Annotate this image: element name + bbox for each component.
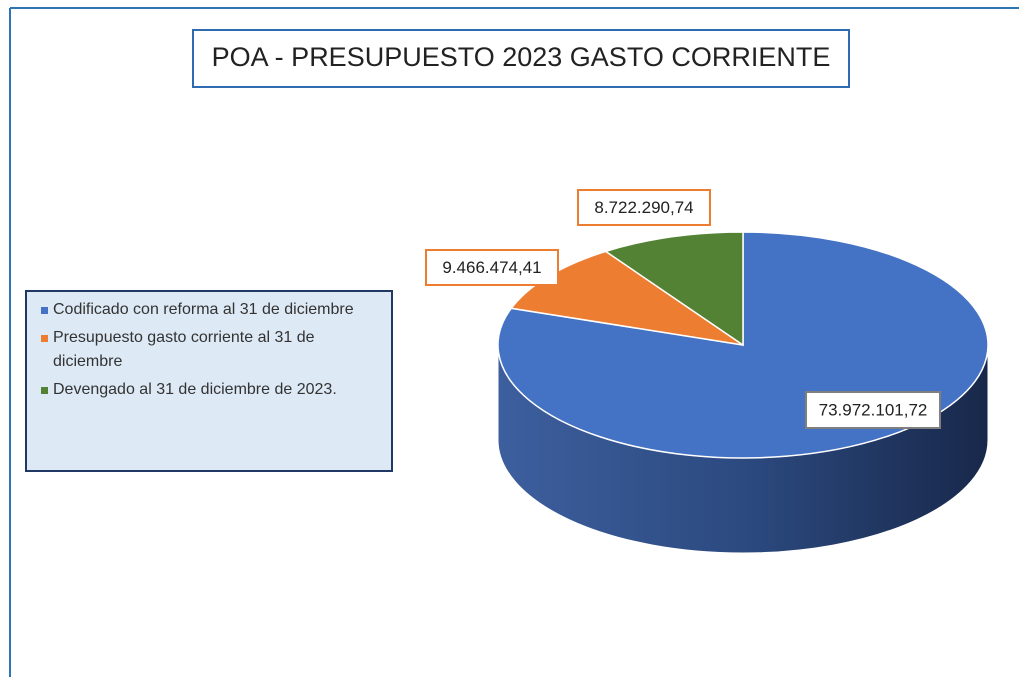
legend-item: Devengado al 31 de diciembre de 2023. (41, 378, 383, 402)
legend-swatch (41, 335, 48, 342)
legend-label: Presupuesto gasto corriente al 31 de dic… (53, 329, 315, 370)
legend-label: Devengado al 31 de diciembre de 2023. (53, 381, 337, 398)
data-label-box (425, 249, 559, 286)
data-label-box (577, 189, 711, 226)
legend-swatch (41, 307, 48, 314)
chart-title: POA - PRESUPUESTO 2023 GASTO CORRIENTE (212, 42, 831, 72)
legend-label: Codificado con reforma al 31 de diciembr… (53, 301, 354, 318)
legend-item: Presupuesto gasto corriente al 31 de dic… (41, 326, 383, 374)
data-label: 9.466.474,41 (442, 258, 541, 277)
pie-slice (604, 231, 744, 347)
title-box (192, 29, 850, 88)
legend-item: Codificado con reforma al 31 de diciembr… (41, 298, 383, 322)
data-label: 73.972.101,72 (819, 400, 928, 419)
data-label: 8.722.290,74 (594, 198, 693, 217)
data-label-box (805, 391, 941, 429)
legend-swatch (41, 387, 48, 394)
legend: Codificado con reforma al 31 de diciembr… (25, 290, 393, 472)
